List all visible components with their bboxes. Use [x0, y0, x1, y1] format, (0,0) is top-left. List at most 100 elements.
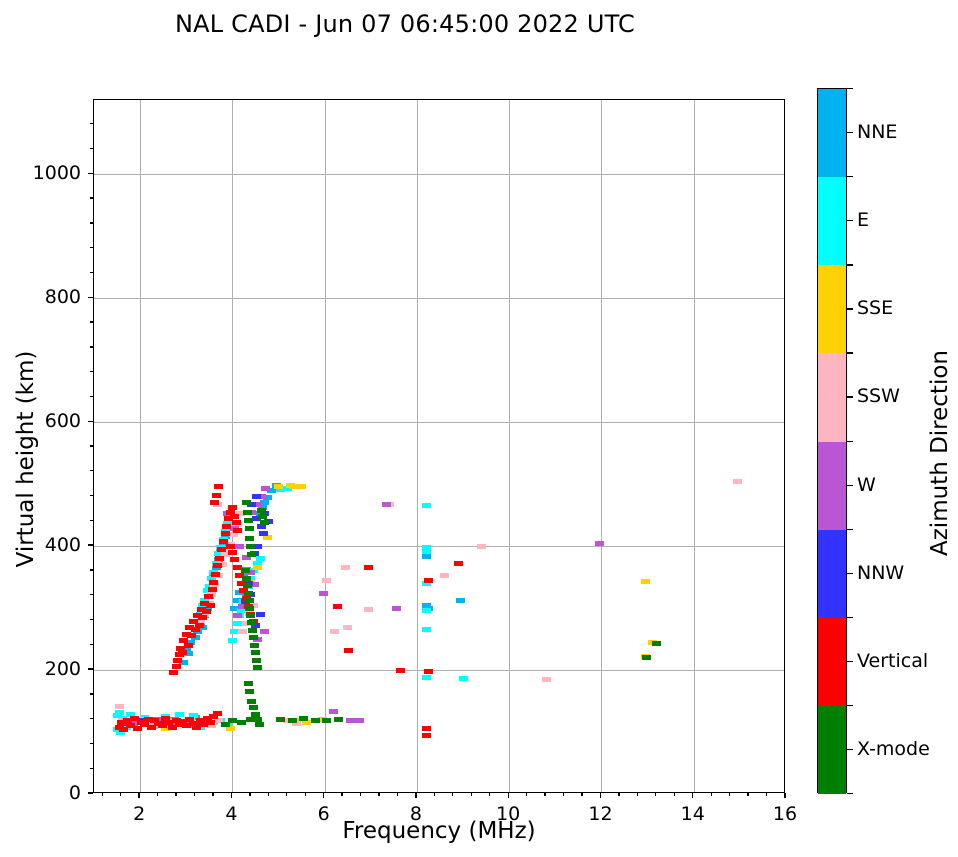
data-point [247, 620, 257, 626]
y-axis-tick-label: 0 [68, 782, 81, 804]
colorbar-boundary-tick [847, 793, 853, 795]
colorbar-segment-nnw[interactable] [818, 529, 846, 618]
data-point [250, 642, 260, 648]
data-point [176, 645, 186, 651]
data-point [210, 500, 220, 506]
data-point [240, 568, 250, 574]
data-point [126, 712, 136, 718]
data-point [453, 560, 463, 566]
data-point [207, 575, 217, 581]
gridline-vertical [693, 100, 695, 792]
data-point [202, 588, 212, 594]
data-point [253, 543, 263, 549]
data-point [421, 626, 431, 632]
plot-area[interactable] [93, 99, 785, 793]
colorbar-tick [847, 748, 853, 751]
data-point [232, 564, 242, 570]
data-point [114, 703, 124, 709]
data-point [334, 717, 343, 723]
data-point [247, 698, 257, 704]
gridline-horizontal [94, 546, 784, 548]
gridline-vertical [324, 100, 326, 792]
data-point [191, 724, 201, 730]
colorbar-segment-sse[interactable] [818, 265, 846, 354]
data-point [228, 532, 238, 538]
data-point [254, 722, 264, 728]
x-axis-minor-tick [101, 793, 103, 796]
colorbar-label-ssw: SSW [857, 385, 900, 408]
data-point [330, 629, 340, 635]
data-point [290, 483, 300, 489]
data-point [209, 579, 219, 585]
data-point [227, 637, 237, 643]
y-axis-minor-tick [90, 742, 93, 745]
data-point [354, 717, 364, 723]
data-point [233, 528, 243, 534]
data-point [234, 543, 244, 549]
data-point [214, 556, 224, 562]
colorbar-segment-ssw[interactable] [818, 353, 846, 442]
y-axis-minor-tick [90, 321, 93, 323]
x-axis-minor-tick [304, 793, 306, 796]
data-point [114, 709, 124, 715]
data-point [241, 575, 251, 581]
data-point [203, 594, 213, 600]
colorbar[interactable] [817, 88, 847, 794]
data-point [131, 720, 141, 726]
x-axis-minor-tick [175, 793, 177, 796]
data-point [202, 715, 212, 721]
y-axis-minor-tick [90, 643, 93, 645]
data-point [247, 552, 257, 558]
y-axis-tick-label: 800 [44, 286, 81, 309]
data-point [247, 509, 257, 515]
data-point [256, 523, 266, 529]
gridline-vertical [416, 100, 418, 792]
x-axis-tick-label: 12 [588, 803, 613, 825]
data-point [317, 717, 327, 723]
data-point [188, 713, 198, 719]
colorbar-segment-e[interactable] [818, 177, 846, 266]
y-axis-minor-tick [90, 494, 93, 497]
data-point [220, 534, 230, 540]
y-axis-minor-tick [90, 197, 93, 199]
y-axis-minor-tick [90, 247, 93, 249]
data-point [283, 486, 293, 492]
data-point [171, 717, 181, 723]
data-point [227, 718, 237, 724]
colorbar-segment-w[interactable] [818, 441, 846, 530]
x-axis-minor-tick [618, 793, 620, 796]
colorbar-segment-nne[interactable] [818, 89, 846, 178]
data-point [253, 717, 263, 723]
colorbar-tick [847, 308, 853, 310]
data-point [421, 602, 431, 608]
data-point [242, 509, 252, 515]
x-axis-minor-tick [267, 793, 269, 796]
data-point [247, 501, 257, 507]
x-axis-tick-label: 4 [225, 803, 238, 825]
data-point [344, 647, 354, 653]
x-axis-minor-tick [581, 793, 583, 796]
y-axis-label: Virtual height (km) [13, 350, 39, 568]
data-point [133, 725, 143, 731]
colorbar-segment-vertical[interactable] [818, 617, 846, 706]
gridline-horizontal [94, 298, 784, 300]
x-axis-tick [138, 793, 140, 798]
colorbar-label-nnw: NNW [857, 561, 905, 584]
data-point [456, 598, 466, 604]
data-point [285, 482, 295, 488]
data-point [185, 625, 195, 631]
data-point [343, 625, 353, 631]
gridline-vertical [140, 100, 142, 792]
x-axis-tick [692, 793, 694, 798]
x-axis-tick [415, 793, 417, 798]
colorbar-boundary-tick [847, 264, 853, 266]
data-point [421, 608, 431, 614]
x-axis-minor-tick [562, 793, 565, 796]
data-point [396, 667, 406, 673]
colorbar-boundary-tick [847, 88, 853, 90]
data-point [243, 590, 253, 596]
colorbar-segment-x-mode[interactable] [818, 705, 846, 794]
data-point [245, 536, 255, 542]
x-axis-tick-label: 6 [317, 803, 330, 825]
data-point [200, 600, 210, 606]
